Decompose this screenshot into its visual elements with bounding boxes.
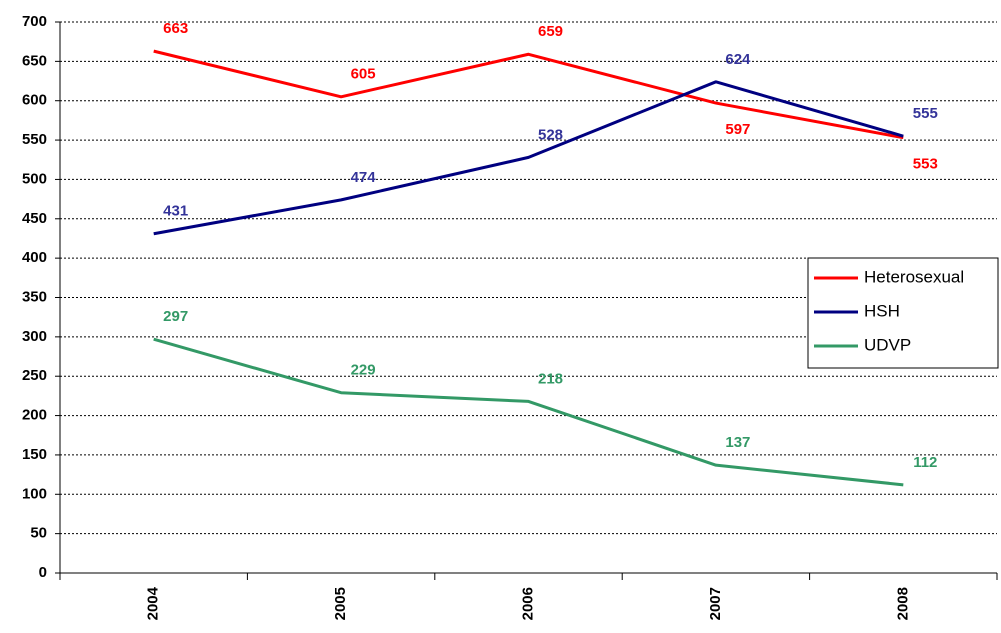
data-label: 597 [725, 121, 750, 138]
x-tick-label: 2007 [707, 587, 724, 620]
y-tick-label: 600 [22, 92, 47, 109]
x-tick-label: 2004 [145, 586, 162, 620]
legend-label: UDVP [864, 335, 911, 354]
data-label: 605 [351, 66, 376, 83]
data-label: 297 [163, 308, 188, 325]
y-tick-label: 400 [22, 249, 47, 266]
y-tick-label: 200 [22, 407, 47, 424]
y-tick-label: 0 [39, 564, 47, 581]
data-label: 229 [351, 362, 376, 379]
y-tick-label: 650 [22, 52, 47, 69]
x-tick-label: 2006 [519, 587, 536, 620]
data-label: 663 [163, 20, 188, 37]
y-tick-label: 100 [22, 485, 47, 502]
data-label: 555 [913, 105, 938, 122]
legend-label: Heterosexual [864, 267, 964, 286]
y-tick-label: 150 [22, 446, 47, 463]
y-tick-label: 350 [22, 288, 47, 305]
data-label: 218 [538, 370, 563, 387]
y-tick-label: 450 [22, 210, 47, 227]
data-label: 659 [538, 23, 563, 40]
legend-label: HSH [864, 301, 900, 320]
y-tick-label: 250 [22, 367, 47, 384]
y-tick-label: 300 [22, 328, 47, 345]
data-label: 553 [913, 156, 938, 173]
series-line [153, 80, 904, 236]
y-tick-label: 550 [22, 131, 47, 148]
series-line [153, 337, 904, 487]
data-label: 528 [538, 126, 563, 143]
y-tick-label: 700 [22, 13, 47, 30]
data-label: 431 [163, 203, 188, 220]
data-label: 112 [913, 454, 937, 471]
y-tick-label: 500 [22, 170, 47, 187]
series-line [153, 49, 904, 140]
y-tick-label: 50 [30, 525, 47, 542]
x-tick-label: 2005 [332, 587, 349, 620]
data-label: 624 [725, 51, 751, 68]
x-tick-label: 2008 [894, 587, 911, 620]
data-label: 137 [725, 434, 750, 451]
data-label: 474 [351, 169, 377, 186]
